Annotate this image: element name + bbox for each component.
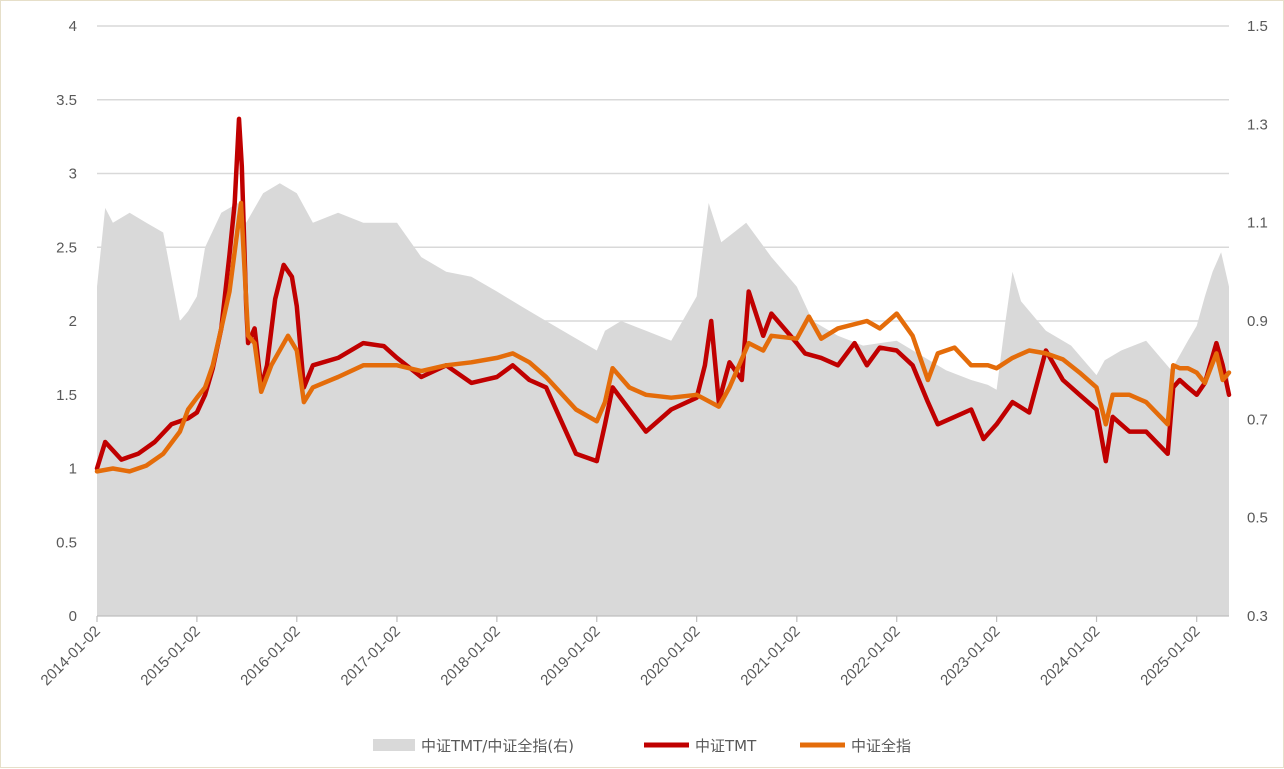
x-tick-label: 2020-01-02 bbox=[637, 623, 703, 689]
x-tick-label: 2022-01-02 bbox=[837, 623, 903, 689]
series-area-tmt-ratio bbox=[97, 183, 1229, 617]
x-tick-labels: 2014-01-02 2015-01-02 2016-01-02 2017-01-02… bbox=[38, 623, 1204, 689]
area-layer bbox=[97, 183, 1229, 617]
x-tick-label: 2014-01-02 bbox=[38, 623, 104, 689]
x-tick-label: 2016-01-02 bbox=[237, 623, 303, 689]
x-tick-label: 2015-01-02 bbox=[137, 623, 203, 689]
x-tick-label: 2023-01-02 bbox=[937, 623, 1003, 689]
y2-tick-label: 0.3 bbox=[1247, 608, 1268, 625]
series-line-csi-all-share bbox=[94, 200, 1232, 474]
y-tick-labels: 0 0.5 1 1.5 2 2.5 3 3.5 4 bbox=[56, 18, 77, 625]
legend-label: 中证TMT bbox=[695, 737, 757, 755]
y-tick-label: 0 bbox=[69, 608, 77, 625]
y-tick-label: 3.5 bbox=[56, 92, 77, 109]
axis-layer bbox=[96, 615, 1229, 622]
y-tick-label: 2 bbox=[69, 313, 77, 330]
y-tick-label: 1.5 bbox=[56, 387, 77, 404]
y2-tick-label: 0.7 bbox=[1247, 411, 1268, 428]
x-tick-label: 2025-01-02 bbox=[1137, 623, 1203, 689]
x-tick-label: 2021-01-02 bbox=[737, 623, 803, 689]
legend-swatch bbox=[373, 739, 415, 751]
y-tick-label: 1 bbox=[69, 461, 77, 478]
x-tick-label: 2018-01-02 bbox=[437, 623, 503, 689]
legend-label: 中证TMT/中证全指(右) bbox=[421, 737, 574, 755]
y2-tick-labels: 0.3 0.5 0.7 0.9 1.1 1.3 1.5 bbox=[1247, 18, 1268, 625]
legend-item-csi-all-share: 中证全指 bbox=[800, 737, 911, 755]
legend-item-csi-tmt: 中证TMT bbox=[644, 737, 757, 755]
y2-tick-label: 1.5 bbox=[1247, 18, 1268, 35]
legend-item-tmt-ratio: 中证TMT/中证全指(右) bbox=[373, 737, 574, 755]
line-layer bbox=[94, 116, 1232, 474]
y2-tick-label: 1.3 bbox=[1247, 116, 1268, 133]
x-tick-label: 2017-01-02 bbox=[338, 623, 404, 689]
y-tick-label: 4 bbox=[69, 18, 77, 35]
legend-label: 中证全指 bbox=[851, 737, 911, 755]
y-tick-label: 0.5 bbox=[56, 534, 77, 551]
y2-tick-label: 1.1 bbox=[1247, 215, 1268, 232]
y-tick-label: 2.5 bbox=[56, 239, 77, 256]
y-tick-label: 3 bbox=[69, 166, 77, 183]
legend: 中证TMT/中证全指(右) 中证TMT 中证全指 bbox=[373, 737, 911, 755]
x-tick-label: 2024-01-02 bbox=[1037, 623, 1103, 689]
x-tick-label: 2019-01-02 bbox=[537, 623, 603, 689]
y2-tick-label: 0.9 bbox=[1247, 313, 1268, 330]
y2-tick-label: 0.5 bbox=[1247, 510, 1268, 527]
